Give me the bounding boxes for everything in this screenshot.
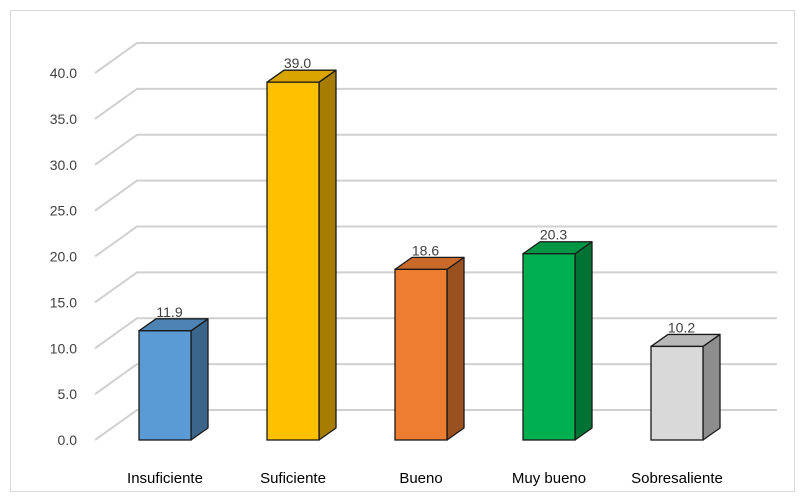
x-tick-label: Sobresaliente (631, 470, 723, 487)
bar-side (702, 333, 721, 441)
bar-side (318, 69, 337, 441)
gridline (94, 179, 777, 212)
y-tick-label: 35.0 (50, 111, 77, 127)
data-label: 39.0 (284, 55, 311, 71)
y-tick-label: 30.0 (50, 157, 77, 173)
y-tick-label: 20.0 (50, 249, 77, 265)
x-tick-label: Bueno (399, 470, 442, 487)
y-tick-label: 0.0 (58, 432, 78, 448)
bar-sobresaliente (650, 345, 704, 441)
y-tick-label: 40.0 (50, 65, 77, 81)
bar-muy-bueno (522, 253, 576, 441)
bar-side (190, 318, 209, 441)
data-label: 10.2 (668, 319, 695, 335)
y-tick-label: 15.0 (50, 294, 77, 310)
x-tick-label: Muy bueno (512, 470, 586, 487)
data-label: 18.6 (412, 242, 439, 258)
gridline (94, 87, 777, 120)
bar-insuficiente (138, 330, 192, 441)
gridline (94, 133, 777, 166)
gridline (94, 225, 777, 258)
y-tick-label: 10.0 (50, 340, 77, 356)
data-label: 20.3 (540, 227, 567, 243)
bar-side (574, 241, 593, 441)
data-label: 11.9 (156, 304, 182, 320)
bar-suficiente (266, 81, 320, 441)
x-tick-label: Insuficiente (127, 470, 203, 487)
y-tick-label: 5.0 (58, 386, 78, 402)
x-tick-label: Suficiente (260, 470, 326, 487)
bar-bueno (394, 268, 448, 441)
gridline (94, 42, 777, 74)
y-tick-label: 25.0 (50, 203, 77, 219)
bar-side (446, 256, 465, 441)
